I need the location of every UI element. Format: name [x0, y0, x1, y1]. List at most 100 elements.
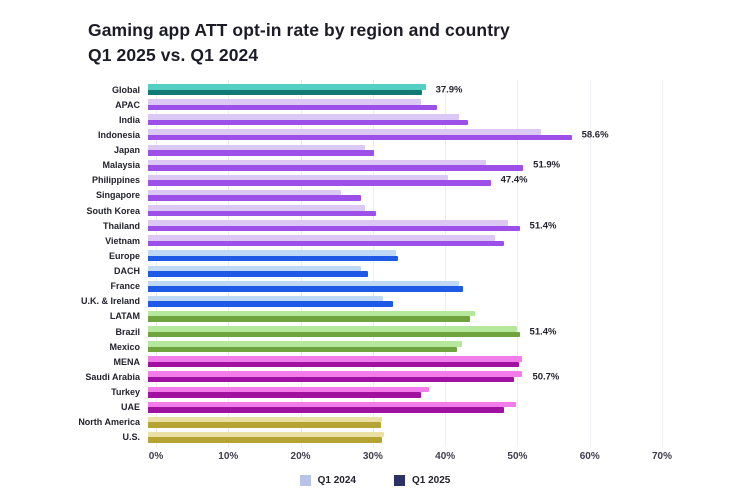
- bar-pair: [148, 250, 654, 262]
- bar-row-global: Global 37.9%: [0, 82, 750, 97]
- bar-q1-2025: [148, 210, 377, 217]
- bar-q1-2025: [148, 195, 362, 201]
- category-label: APAC: [115, 99, 140, 110]
- bar-q1-2025: [148, 271, 368, 277]
- bar-q1-2025: [148, 134, 572, 141]
- bar-q1-2024: [148, 250, 396, 256]
- category-label: France: [110, 281, 140, 292]
- bar-q1-2025: [148, 89, 422, 96]
- bar-q1-2024: [148, 159, 487, 166]
- bar-row-vietnam: Vietnam: [0, 233, 750, 248]
- bar-q1-2024: [148, 114, 459, 120]
- category-label: Singapore: [95, 190, 140, 201]
- legend-swatch-q1-2024: [299, 475, 311, 486]
- bar-q1-2024: [148, 356, 522, 362]
- gridline-70%: [662, 80, 663, 447]
- bar-row-india: India: [0, 112, 750, 127]
- bar-pair: [148, 386, 654, 398]
- bar-pair: [148, 341, 654, 353]
- bar-row-uae: UAE: [0, 400, 750, 415]
- category-label: U.K. & Ireland: [80, 296, 140, 307]
- bar-q1-2024: [148, 341, 463, 347]
- bar-q1-2024: [148, 265, 362, 272]
- bar-row-malaysia: Malaysia 51.9%: [0, 158, 750, 173]
- value-label: 58.6%: [581, 129, 609, 141]
- bar-row-apac: APAC: [0, 97, 750, 112]
- category-label: North America: [78, 417, 140, 428]
- bar-q1-2025: [148, 376, 515, 383]
- chart-title-line1: Gaming app ATT opt-in rate by region and…: [88, 20, 510, 40]
- bar-pair: 47.4%: [148, 174, 654, 186]
- bar-q1-2024: [148, 310, 476, 317]
- category-label: Europe: [108, 250, 140, 261]
- gridline-0%: [156, 80, 157, 447]
- bar-rows: Global 37.9% APAC India Indonesia 58.6% Japan M…: [0, 82, 750, 445]
- category-label: Brazil: [115, 326, 140, 337]
- bar-q1-2025: [148, 346, 458, 353]
- bar-row-mexico: Mexico: [0, 339, 750, 354]
- bar-row-latam: LATAM: [0, 309, 750, 324]
- bar-q1-2025: [148, 422, 381, 428]
- category-label: Vietnam: [105, 235, 140, 246]
- bar-q1-2025: [148, 316, 470, 322]
- bar-row-brazil: Brazil 51.4%: [0, 324, 750, 339]
- bar-pair: 50.7%: [148, 371, 654, 383]
- bar-row-north-america: North America: [0, 415, 750, 430]
- bar-q1-2025: [148, 301, 394, 307]
- category-label: India: [118, 114, 140, 125]
- category-label: Global: [111, 84, 140, 95]
- bar-q1-2024: [148, 84, 426, 90]
- chart-title: Gaming app ATT opt-in rate by region and…: [88, 18, 510, 68]
- x-tick-30%: 30%: [362, 451, 383, 462]
- bar-q1-2024: [148, 326, 517, 332]
- legend-swatch-q1-2025: [394, 475, 405, 486]
- chart-title-line2: Q1 2025 vs. Q1 2024: [88, 45, 259, 65]
- bar-row-u-k-ireland: U.K. & Ireland: [0, 294, 750, 309]
- bar-row-turkey: Turkey: [0, 385, 750, 400]
- legend-label-q1-2024: Q1 2024: [317, 475, 356, 486]
- legend: Q1 2024 Q1 2025: [0, 475, 750, 486]
- bar-q1-2025: [148, 240, 505, 247]
- bar-pair: [148, 144, 654, 156]
- bar-q1-2024: [148, 295, 383, 302]
- category-label: LATAM: [109, 311, 140, 322]
- value-label: 51.4%: [529, 326, 557, 338]
- x-tick-40%: 40%: [435, 451, 456, 462]
- gridline-40%: [445, 80, 447, 447]
- bar-pair: [148, 310, 654, 322]
- legend-item-q1-2024: Q1 2024: [299, 475, 356, 486]
- bar-row-u-s-: U.S.: [0, 430, 750, 445]
- bar-pair: 58.6%: [148, 129, 654, 141]
- bar-q1-2024: [148, 220, 508, 226]
- bar-row-japan: Japan: [0, 143, 750, 158]
- category-label: Mexico: [109, 341, 140, 352]
- category-label: Malaysia: [102, 160, 140, 171]
- bar-pair: [148, 99, 654, 111]
- bar-pair: 51.9%: [148, 159, 654, 171]
- bar-q1-2025: [148, 180, 491, 186]
- bar-q1-2024: [148, 129, 542, 135]
- category-label: Philippines: [91, 175, 140, 186]
- gridline-50%: [517, 80, 519, 447]
- bar-q1-2025: [148, 392, 422, 398]
- bar-pair: [148, 205, 654, 217]
- bar-pair: 51.4%: [148, 220, 654, 232]
- category-label: Indonesia: [97, 129, 140, 140]
- bar-q1-2025: [148, 104, 438, 111]
- bar-pair: [148, 265, 654, 277]
- value-label: 47.4%: [500, 174, 528, 186]
- bar-q1-2024: [148, 386, 430, 393]
- x-tick-60%: 60%: [579, 451, 600, 462]
- value-label: 51.9%: [533, 159, 561, 171]
- x-tick-10%: 10%: [218, 451, 239, 462]
- value-label: 50.7%: [532, 371, 560, 383]
- bar-q1-2024: [148, 99, 422, 105]
- category-label: UAE: [120, 402, 140, 413]
- bar-pair: [148, 356, 654, 368]
- category-label: DACH: [114, 266, 140, 277]
- bar-q1-2024: [148, 205, 365, 211]
- value-label: 37.9%: [435, 84, 463, 96]
- bar-row-singapore: Singapore: [0, 188, 750, 203]
- category-label: Thailand: [102, 220, 140, 231]
- x-tick-70%: 70%: [651, 451, 673, 462]
